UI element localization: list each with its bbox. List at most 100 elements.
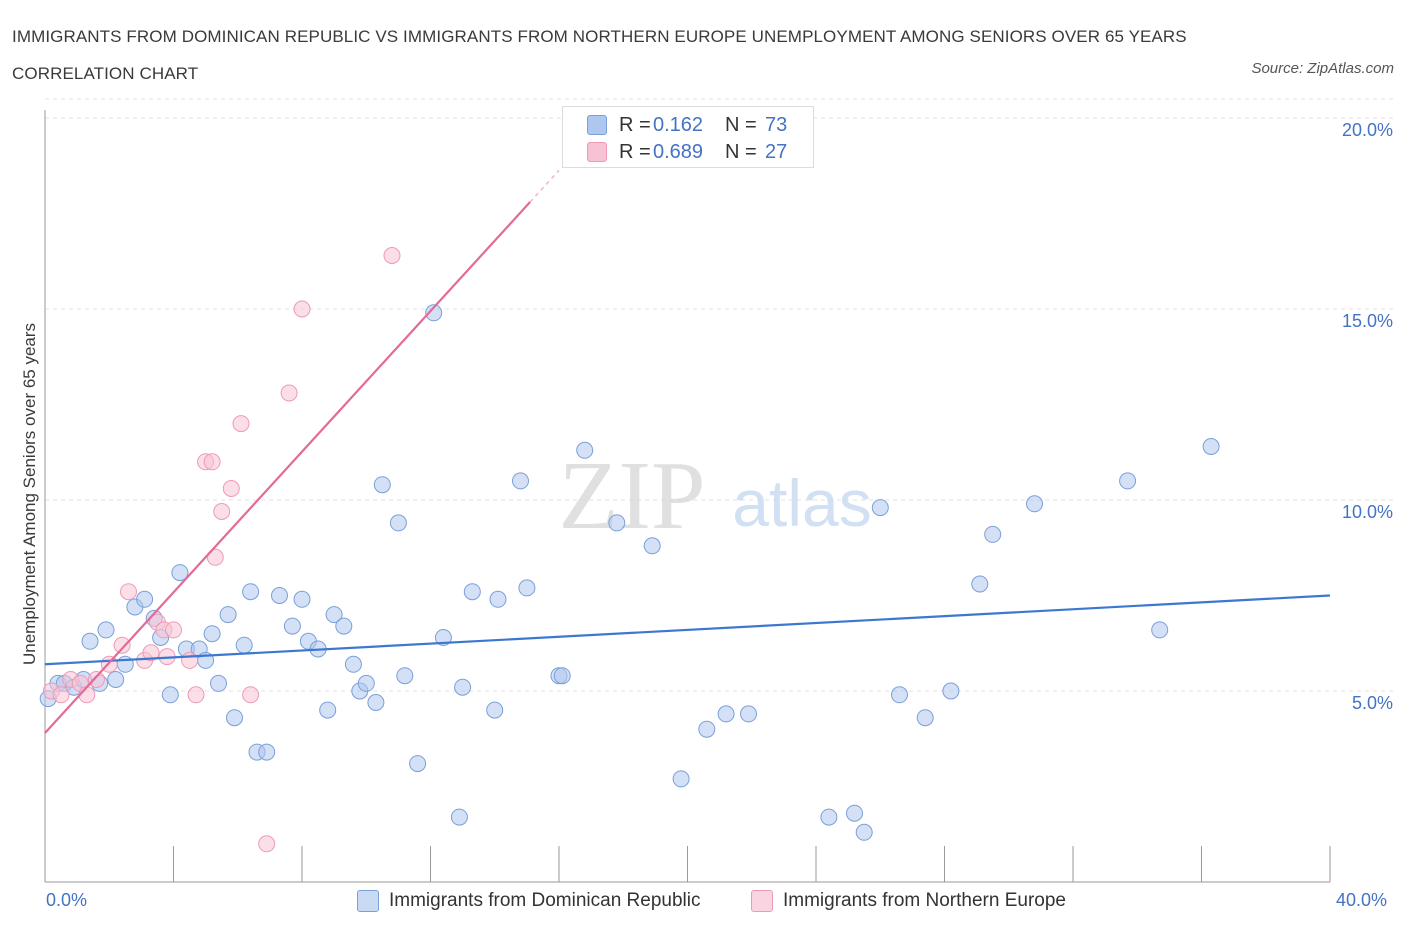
northern-europe-legend-swatch: [751, 890, 773, 912]
y-tick-label: 5.0%: [1352, 693, 1393, 713]
dominican-point: [171, 564, 189, 582]
dominican-point: [271, 587, 288, 604]
dominican-point: [210, 674, 227, 692]
dominican-point: [820, 808, 838, 826]
dominican-point: [81, 632, 99, 650]
dominican-point: [283, 617, 301, 635]
dominican-point: [434, 629, 452, 646]
dominican-point: [576, 441, 594, 459]
dominican-point: [698, 720, 716, 738]
northern-europe-point: [222, 480, 240, 497]
dominican-point: [161, 686, 179, 704]
dominican-point: [553, 667, 571, 685]
dominican-point: [1202, 438, 1220, 455]
northern-europe-trend-extension: [529, 169, 560, 203]
legend-item-northern-europe[interactable]: Immigrants from Northern Europe: [751, 890, 1066, 912]
dominican-point: [512, 472, 529, 490]
northern-europe-trend-line: [44, 201, 531, 734]
northern-europe-point: [52, 686, 70, 704]
dominican-point: [425, 304, 443, 322]
northern-europe-point: [258, 835, 276, 853]
northern-europe-point: [113, 636, 131, 654]
legend-item-dominican[interactable]: Immigrants from Dominican Republic: [357, 890, 701, 912]
dominican-point: [97, 621, 115, 639]
gridlines: [45, 98, 1395, 692]
dominican-point: [136, 590, 154, 608]
dominican-point: [454, 678, 472, 696]
dominican-point: [396, 667, 414, 685]
stats-row-dominican: R = 0.162 N = 73: [587, 113, 787, 137]
dominican-point: [325, 606, 343, 624]
dominican-point: [916, 709, 934, 727]
y-tick-label: 10.0%: [1342, 502, 1393, 522]
chart-title: IMMIGRANTS FROM DOMINICAN REPUBLIC VS IM…: [12, 27, 1187, 83]
dominican-point: [357, 674, 375, 692]
dominican-point: [335, 617, 353, 635]
r-label: R =: [619, 113, 651, 136]
x-tick-label-max: 40.0%: [1336, 890, 1388, 910]
watermark-zip: ZIP: [559, 442, 706, 550]
northern-europe-point: [232, 415, 250, 433]
northern-europe-point: [142, 644, 160, 662]
dominican-point: [608, 514, 626, 532]
dominican-point: [971, 575, 989, 593]
dominican-point: [984, 525, 1002, 543]
northern-europe-point: [120, 583, 137, 601]
dominican-trend-line: [44, 594, 1331, 666]
r-label: R =: [619, 140, 651, 163]
x-tick-label-min: 0.0%: [46, 890, 88, 910]
dominican-point: [486, 701, 504, 719]
axes: [44, 110, 1331, 883]
y-tick-label: 20.0%: [1342, 120, 1393, 140]
dominican-point: [319, 701, 337, 719]
dominican-point: [891, 686, 908, 704]
y-tick-label: 15.0%: [1342, 311, 1393, 331]
dominican-point: [344, 655, 362, 673]
data-points: [39, 247, 1220, 853]
n-label: N =: [725, 113, 757, 136]
northern-europe-point: [165, 621, 182, 639]
stats-row-northern-europe: R = 0.689 N = 27: [587, 140, 787, 164]
dominican-point: [518, 579, 536, 597]
dominican-legend-label: Immigrants from Dominican Republic: [389, 890, 701, 911]
northern-europe-point: [203, 453, 221, 471]
dominican-point: [107, 671, 125, 688]
dominican-point: [1151, 621, 1169, 639]
northern-europe-point: [87, 671, 105, 688]
northern-europe-point: [293, 300, 311, 318]
dominican-point: [1026, 495, 1043, 513]
dominican-point: [450, 808, 468, 826]
source-credit: Source: ZipAtlas.com: [1251, 60, 1394, 77]
trend-lines: [44, 169, 1331, 734]
dominican-point: [226, 709, 243, 727]
r-value: 0.162: [653, 113, 704, 136]
dominican-point: [871, 499, 889, 517]
dominican-point: [643, 537, 661, 555]
n-value: 27: [765, 140, 788, 163]
northern-europe-swatch: [587, 142, 607, 162]
northern-europe-point: [206, 548, 224, 566]
northern-europe-point: [383, 247, 401, 264]
northern-europe-legend-label: Immigrants from Northern Europe: [783, 890, 1066, 911]
dominican-point: [293, 590, 311, 608]
stats-legend: R = 0.162 N = 73 R = 0.689 N = 27: [562, 106, 814, 168]
northern-europe-point: [280, 384, 298, 402]
r-value: 0.689: [653, 140, 704, 163]
dominican-point: [203, 625, 221, 643]
dominican-point: [846, 804, 863, 822]
dominican-swatch: [587, 115, 607, 135]
dominican-point: [942, 682, 960, 700]
dominican-point: [409, 755, 427, 773]
northern-europe-point: [181, 651, 199, 669]
dominican-legend-swatch: [357, 890, 379, 912]
northern-europe-point: [213, 503, 231, 520]
n-label: N =: [725, 140, 757, 163]
northern-europe-point: [187, 686, 205, 704]
dominican-point: [258, 743, 276, 761]
dominican-point: [740, 705, 757, 723]
dominican-point: [463, 583, 481, 601]
dominican-point: [242, 583, 260, 601]
dominican-point: [489, 590, 507, 608]
dominican-point: [367, 694, 385, 711]
